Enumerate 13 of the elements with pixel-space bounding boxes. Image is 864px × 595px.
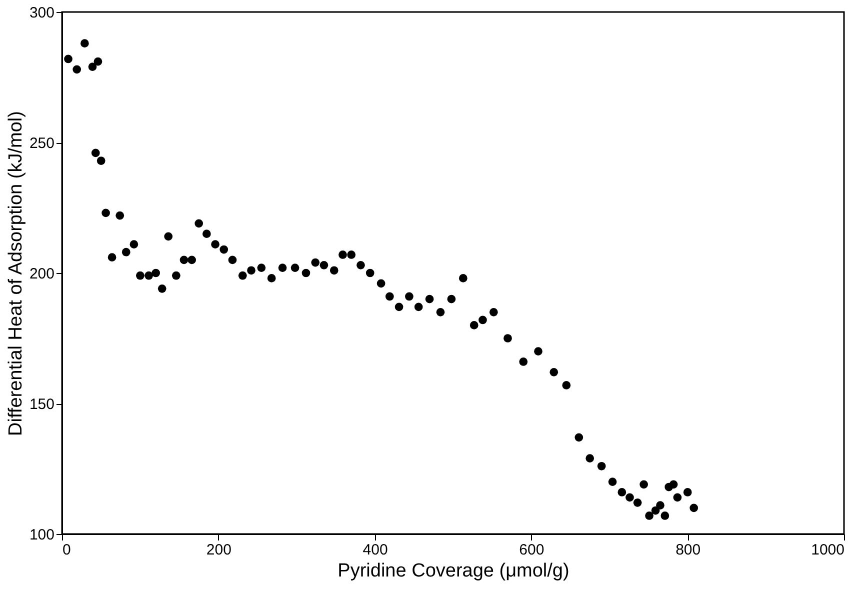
y-tick-label: 250 (29, 135, 54, 152)
x-tick-label: 800 (676, 542, 701, 558)
x-tick-label: 400 (362, 542, 388, 558)
y-tick-label: 200 (29, 266, 54, 282)
y-axis-title: Differential Heat of Adsorption (kJ/mol) (5, 111, 26, 436)
x-tick-label: 200 (206, 542, 232, 558)
y-tick-label: 100 (29, 526, 54, 544)
y-tick-label: 300 (29, 4, 54, 22)
x-axis-title: Pyridine Coverage (μmol/g) (338, 560, 570, 582)
y-tick-label: 150 (29, 396, 54, 413)
x-tick-label: 600 (519, 542, 544, 558)
x-tick-label: 0 (62, 542, 71, 558)
x-tick-label: 1000 (811, 542, 844, 558)
